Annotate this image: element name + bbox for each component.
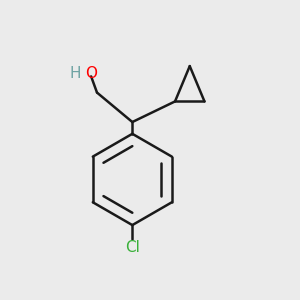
Text: H: H xyxy=(69,66,81,81)
Text: O: O xyxy=(85,66,97,81)
Text: Cl: Cl xyxy=(125,240,140,255)
